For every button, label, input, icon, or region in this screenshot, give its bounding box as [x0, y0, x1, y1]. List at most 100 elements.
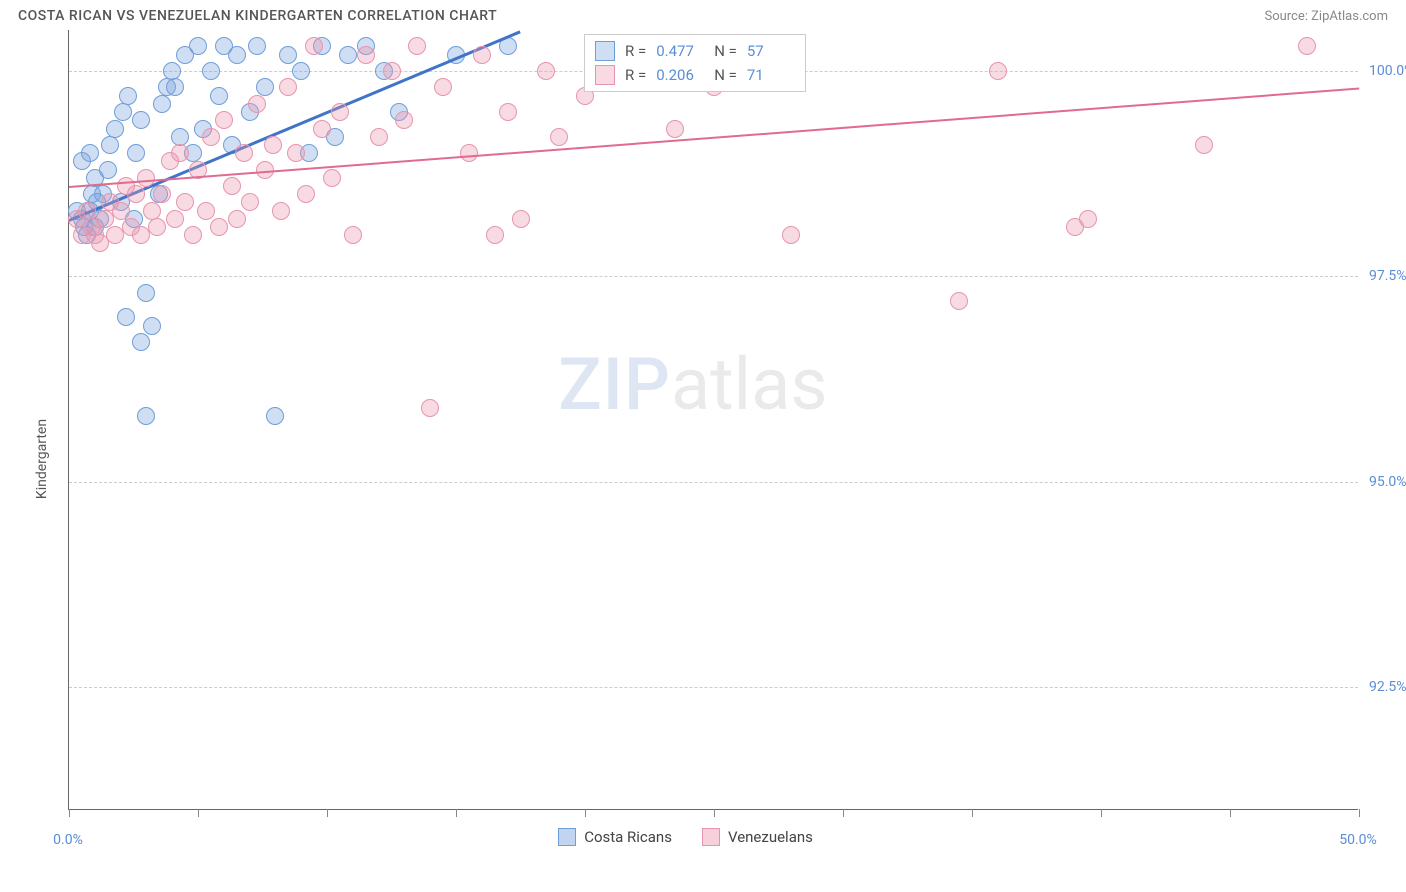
scatter-point [153, 95, 171, 113]
scatter-point [408, 37, 426, 55]
series-legend: Costa Ricans Venezuelans [558, 828, 813, 846]
scatter-point [143, 202, 161, 220]
scatter-point [666, 120, 684, 138]
y-axis-label: Kindergarten [34, 419, 50, 499]
scatter-point [127, 185, 145, 203]
legend-item: Costa Ricans [558, 828, 672, 846]
stats-legend-box: R =0.477N =57R =0.206N =71 [584, 34, 806, 92]
x-tick [198, 809, 199, 817]
scatter-point [132, 333, 150, 351]
stat-r-value: 0.206 [656, 66, 704, 84]
scatter-point [210, 87, 228, 105]
legend-swatch [558, 828, 576, 846]
scatter-point [421, 399, 439, 417]
x-tick [1101, 809, 1102, 817]
scatter-point [171, 128, 189, 146]
y-tick-label: 100.0% [1369, 63, 1406, 79]
scatter-point [78, 202, 96, 220]
x-tick [69, 809, 70, 817]
stats-row: R =0.206N =71 [595, 63, 795, 87]
scatter-point [1079, 210, 1097, 228]
scatter-point [189, 37, 207, 55]
legend-swatch [595, 41, 615, 61]
scatter-point [297, 185, 315, 203]
x-tick [327, 809, 328, 817]
stat-n-label: N = [714, 66, 737, 84]
chart-source: Source: ZipAtlas.com [1264, 9, 1388, 24]
scatter-point [248, 37, 266, 55]
scatter-point [137, 284, 155, 302]
x-tick [972, 809, 973, 817]
scatter-point [486, 226, 504, 244]
scatter-point [228, 46, 246, 64]
chart-title: COSTA RICAN VS VENEZUELAN KINDERGARTEN C… [18, 8, 497, 24]
scatter-point [512, 210, 530, 228]
x-tick [456, 809, 457, 817]
scatter-point [537, 62, 555, 80]
x-tick [1359, 809, 1360, 817]
y-tick-label: 97.5% [1369, 268, 1406, 284]
x-tick [843, 809, 844, 817]
scatter-point [279, 78, 297, 96]
scatter-point [550, 128, 568, 146]
scatter-point [460, 144, 478, 162]
x-tick [585, 809, 586, 817]
scatter-point [499, 103, 517, 121]
scatter-point [166, 78, 184, 96]
stat-r-value: 0.477 [656, 42, 704, 60]
gridline-h [69, 482, 1358, 483]
scatter-point [176, 193, 194, 211]
legend-swatch [595, 65, 615, 85]
scatter-point [197, 202, 215, 220]
scatter-point [81, 144, 99, 162]
scatter-point [1195, 136, 1213, 154]
legend-label: Venezuelans [728, 828, 813, 846]
scatter-point [313, 120, 331, 138]
scatter-point [370, 128, 388, 146]
scatter-point [383, 62, 401, 80]
x-tick [1230, 809, 1231, 817]
stat-n-value: 57 [747, 42, 795, 60]
scatter-point [137, 407, 155, 425]
scatter-point [127, 144, 145, 162]
scatter-point [344, 226, 362, 244]
scatter-point [223, 177, 241, 195]
scatter-point [202, 128, 220, 146]
scatter-point [202, 62, 220, 80]
scatter-point [99, 161, 117, 179]
y-tick-label: 95.0% [1369, 474, 1406, 490]
scatter-point [473, 46, 491, 64]
scatter-point [782, 226, 800, 244]
scatter-point [101, 136, 119, 154]
legend-label: Costa Ricans [584, 828, 672, 846]
scatter-point [117, 308, 135, 326]
scatter-point [339, 46, 357, 64]
scatter-point [950, 292, 968, 310]
scatter-point [331, 103, 349, 121]
scatter-point [166, 210, 184, 228]
stat-r-label: R = [625, 42, 646, 60]
scatter-point [256, 78, 274, 96]
scatter-point [287, 144, 305, 162]
x-tick-label: 50.0% [1339, 832, 1377, 848]
scatter-point [279, 46, 297, 64]
scatter-point [305, 37, 323, 55]
scatter-point [171, 144, 189, 162]
gridline-h [69, 687, 1358, 688]
scatter-point [241, 193, 259, 211]
scatter-point [266, 407, 284, 425]
scatter-point [106, 120, 124, 138]
scatter-point [323, 169, 341, 187]
stat-r-label: R = [625, 66, 646, 84]
gridline-h [69, 276, 1358, 277]
scatter-point [112, 202, 130, 220]
scatter-point [137, 169, 155, 187]
scatter-point [272, 202, 290, 220]
plot-area: 92.5%95.0%97.5%100.0% [68, 30, 1358, 810]
scatter-point [148, 218, 166, 236]
scatter-point [215, 111, 233, 129]
stat-n-label: N = [714, 42, 737, 60]
scatter-point [1298, 37, 1316, 55]
scatter-point [357, 46, 375, 64]
scatter-point [210, 218, 228, 236]
